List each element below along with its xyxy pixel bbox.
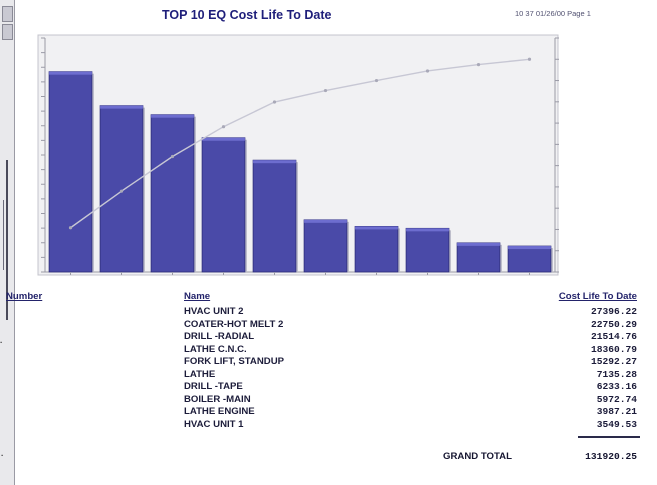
equipment-name: BOILER -MAIN [184, 393, 251, 405]
bar [354, 226, 399, 273]
column-header-name: Name [184, 291, 211, 302]
bar-top-highlight [406, 228, 449, 232]
bar-top-highlight [304, 219, 347, 223]
bar [507, 245, 552, 273]
cost-value: 5972.74 [596, 393, 637, 405]
column-header-number: Number [6, 291, 43, 302]
pareto-chart [37, 34, 559, 276]
bar-top-highlight [457, 242, 500, 246]
cost-value: 18360.79 [590, 343, 637, 355]
cost-value: 27396.22 [590, 306, 637, 317]
bar-top-highlight [202, 137, 245, 141]
bar-top-highlight [508, 246, 551, 250]
equipment-name: LATHE ENGINE [184, 406, 255, 417]
bar-top-highlight [355, 226, 398, 230]
bar [252, 159, 297, 273]
cumulative-point [170, 154, 175, 159]
bar-top-highlight [100, 105, 143, 109]
bar-series [48, 71, 553, 273]
y2-axis-ticks [555, 37, 559, 273]
bar-top-highlight [253, 160, 296, 164]
cost-value: 22750.29 [590, 318, 637, 330]
bar [303, 219, 348, 273]
cost-value: 6233.16 [596, 381, 637, 392]
bar [201, 137, 246, 273]
cumulative-point [323, 88, 328, 93]
panel-divider [6, 160, 8, 320]
bar [150, 114, 195, 273]
grand-total-value: 131920.25 [585, 451, 637, 462]
cumulative-point [476, 62, 481, 67]
equipment-name: DRILL -TAPE [184, 381, 243, 392]
page-info: 10 37 01/26/00 Page 1 [515, 9, 591, 18]
bar-top-highlight [151, 114, 194, 118]
cost-value: 3549.53 [596, 418, 637, 430]
y-axis-ticks [41, 37, 45, 273]
name-column: HVAC UNIT 2 COATER-HOT MELT 2 DRILL -RADIA… [184, 306, 284, 431]
scroll-handle[interactable] [2, 24, 13, 40]
bar [405, 227, 450, 273]
cumulative-line [70, 58, 530, 229]
x-axis-ticks [70, 272, 530, 275]
bar [456, 242, 501, 273]
cumulative-point [374, 78, 379, 83]
cumulative-point [425, 69, 430, 73]
cost-value: 21514.76 [590, 331, 637, 342]
cumulative-point [68, 226, 73, 230]
scroll-up-button[interactable] [2, 6, 13, 22]
equipment-name: DRILL -RADIAL [184, 331, 255, 342]
grand-total-label: GRAND TOTAL [443, 451, 512, 462]
cumulative-point [527, 57, 532, 61]
cumulative-point [119, 189, 124, 193]
equipment-name: HVAC UNIT 2 [184, 306, 244, 317]
left-panel-edge [0, 0, 15, 485]
equipment-name: FORK LIFT, STANDUP [184, 356, 285, 367]
total-rule [578, 436, 640, 438]
cumulative-point [221, 125, 226, 129]
cost-value: 3987.21 [596, 406, 637, 417]
cost-value: 7135.28 [596, 368, 637, 380]
equipment-name: COATER-HOT MELT 2 [184, 318, 284, 330]
cost-column: 27396.22 22750.29 21514.76 18360.79 15292.27… [520, 306, 637, 431]
panel-divider-secondary [3, 200, 4, 270]
equipment-name: LATHE C.N.C. [184, 343, 247, 355]
cost-value: 15292.27 [590, 356, 637, 367]
cumulative-line-series [68, 57, 532, 230]
cumulative-point [272, 100, 277, 104]
bar [48, 71, 93, 273]
cut-off-text-fragment: · [0, 338, 3, 347]
bar [99, 105, 144, 273]
report-title: TOP 10 EQ Cost Life To Date [162, 8, 332, 22]
column-header-cost: Cost Life To Date [558, 291, 637, 302]
bar-top-highlight [49, 71, 92, 75]
cut-off-text-fragment: · [1, 451, 4, 460]
equipment-name: LATHE [184, 368, 216, 380]
equipment-name: HVAC UNIT 1 [184, 418, 244, 430]
